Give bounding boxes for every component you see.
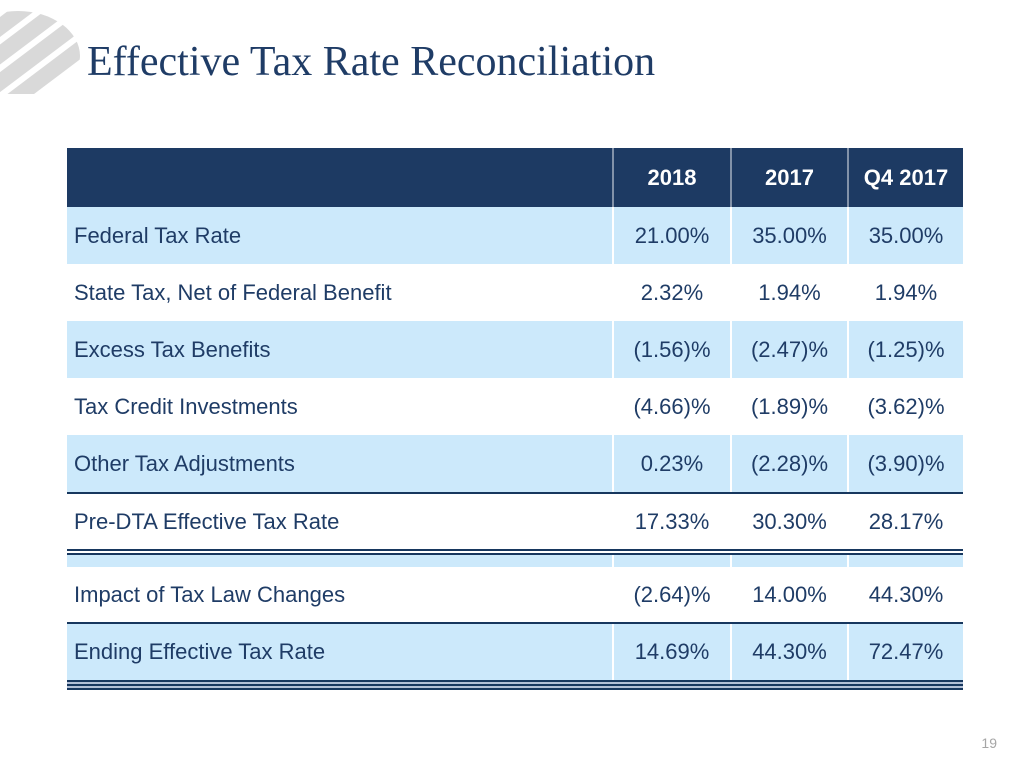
- table-row-state-tax: State Tax, Net of Federal Benefit 2.32% …: [67, 264, 963, 321]
- table-row-ending-effective-tax-rate: Ending Effective Tax Rate 14.69% 44.30% …: [67, 622, 963, 680]
- row-value: 2.32%: [612, 264, 730, 321]
- row-value: (3.62)%: [847, 378, 963, 435]
- row-value: 44.30%: [730, 624, 847, 680]
- row-label: Pre-DTA Effective Tax Rate: [74, 508, 340, 534]
- header-empty-cell: [67, 148, 612, 207]
- table-row-other-tax-adjustments: Other Tax Adjustments 0.23% (2.28)% (3.9…: [67, 435, 963, 492]
- table-row-tax-credit-investments: Tax Credit Investments (4.66)% (1.89)% (…: [67, 378, 963, 435]
- row-value: 17.33%: [612, 494, 730, 549]
- row-label: Tax Credit Investments: [74, 393, 298, 419]
- row-label: State Tax, Net of Federal Benefit: [74, 279, 392, 305]
- row-label: Ending Effective Tax Rate: [74, 639, 326, 664]
- row-value: (1.25)%: [847, 321, 963, 378]
- row-value: (4.66)%: [612, 378, 730, 435]
- table-row-pre-dta-effective-tax-rate: Pre-DTA Effective Tax Rate 17.33% 30.30%…: [67, 492, 963, 549]
- row-value: 14.00%: [730, 567, 847, 622]
- row-value: (1.89)%: [730, 378, 847, 435]
- row-value: 1.94%: [730, 264, 847, 321]
- row-value: (2.28)%: [730, 435, 847, 492]
- row-value: 0.23%: [612, 435, 730, 492]
- row-value: 35.00%: [847, 207, 963, 264]
- table-row-federal-tax-rate: Federal Tax Rate 21.00% 35.00% 35.00%: [67, 207, 963, 264]
- row-value: 30.30%: [730, 494, 847, 549]
- header-col-2018: 2018: [612, 148, 730, 207]
- row-label: Other Tax Adjustments: [74, 450, 295, 476]
- row-label: Excess Tax Benefits: [74, 336, 271, 362]
- table-row-excess-tax-benefits: Excess Tax Benefits (1.56)% (2.47)% (1.2…: [67, 321, 963, 378]
- row-label: Impact of Tax Law Changes: [74, 581, 346, 607]
- row-value: 44.30%: [847, 567, 963, 622]
- header-col-2017: 2017: [730, 148, 847, 207]
- row-value: (3.90)%: [847, 435, 963, 492]
- row-value: 35.00%: [730, 207, 847, 264]
- row-value: 1.94%: [847, 264, 963, 321]
- row-value: 21.00%: [612, 207, 730, 264]
- page-title: Effective Tax Rate Reconciliation: [87, 39, 656, 85]
- row-value: (1.56)%: [612, 321, 730, 378]
- row-label: Federal Tax Rate: [74, 222, 242, 248]
- row-value: (2.47)%: [730, 321, 847, 378]
- row-value: (2.64)%: [612, 567, 730, 622]
- header-col-q4-2017: Q4 2017: [847, 148, 963, 207]
- bottom-triple-rule: [67, 680, 963, 690]
- tax-rate-table: 2018 2017 Q4 2017 Federal Tax Rate 21.00…: [67, 148, 963, 690]
- row-value: 14.69%: [612, 624, 730, 680]
- company-logo-icon: [0, 11, 80, 94]
- double-rule-divider: [67, 549, 963, 555]
- page-number: 19: [981, 735, 997, 751]
- table-row-impact-of-tax-law-changes: Impact of Tax Law Changes (2.64)% 14.00%…: [67, 567, 963, 622]
- row-value: 28.17%: [847, 494, 963, 549]
- table-header-row: 2018 2017 Q4 2017: [67, 148, 963, 207]
- row-value: 72.47%: [847, 624, 963, 680]
- spacer-row: [67, 555, 963, 567]
